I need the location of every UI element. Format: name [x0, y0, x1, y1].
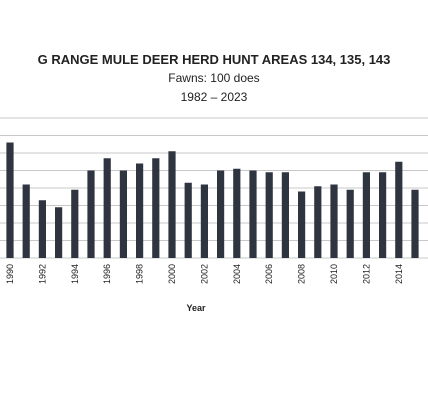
bar — [71, 189, 79, 258]
x-tick-label: 2004 — [232, 264, 242, 284]
bar — [233, 168, 241, 258]
bar — [136, 163, 144, 258]
x-tick-label: 1996 — [102, 264, 112, 284]
x-tick-label: 2012 — [361, 264, 371, 284]
bar — [184, 182, 192, 258]
bar — [265, 172, 273, 258]
x-tick-label: 1994 — [70, 264, 80, 284]
bar — [168, 151, 176, 258]
bar — [119, 170, 127, 258]
bar — [87, 170, 95, 258]
bar — [22, 184, 30, 258]
x-tick-label: 2008 — [297, 264, 307, 284]
x-tick-label: 2010 — [329, 264, 339, 284]
x-tick-label: 1990 — [5, 264, 15, 284]
x-tick-label: 2014 — [394, 264, 404, 284]
bar — [6, 142, 14, 258]
x-tick-label: 2000 — [167, 264, 177, 284]
bar — [281, 172, 289, 258]
bar — [200, 184, 208, 258]
chart-title: G RANGE MULE DEER HERD HUNT AREAS 134, 1… — [38, 52, 391, 67]
bar — [379, 172, 387, 258]
bar — [314, 186, 322, 258]
bar — [330, 184, 338, 258]
bar — [346, 189, 354, 258]
chart-subtitle: 1982 – 2023 — [181, 90, 248, 104]
x-tick-label: 1998 — [135, 264, 145, 284]
bar — [411, 189, 419, 258]
bar — [249, 170, 257, 258]
x-tick-label: 2002 — [199, 264, 209, 284]
bar — [103, 158, 111, 258]
x-tick-label: 1992 — [37, 264, 47, 284]
x-tick-label: 2006 — [264, 264, 274, 284]
bar — [38, 200, 46, 258]
bar — [55, 207, 63, 258]
bar — [395, 161, 403, 258]
bar — [152, 158, 160, 258]
chart-subtitle: Fawns: 100 does — [168, 71, 259, 85]
x-axis-label: Year — [186, 303, 206, 313]
bar — [298, 191, 306, 258]
bar — [362, 172, 370, 258]
bar — [217, 170, 225, 258]
